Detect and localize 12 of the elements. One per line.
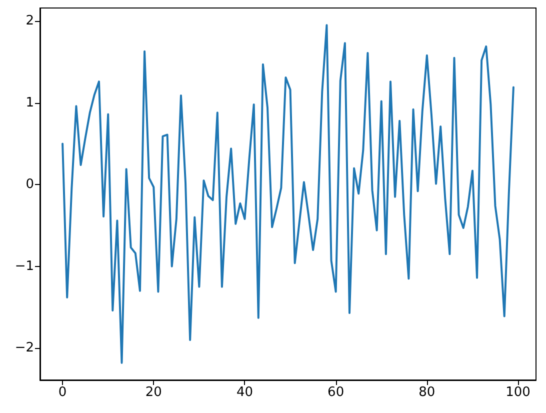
- x-tick-label: 60: [328, 385, 344, 400]
- x-tick-label: 100: [506, 385, 530, 400]
- x-tick-label: 80: [418, 385, 436, 400]
- line-series: [62, 24, 514, 364]
- y-tick-label: 0: [26, 177, 34, 192]
- x-tick-label: 20: [145, 385, 162, 400]
- x-tick-label: 0: [58, 385, 67, 400]
- y-tick-label: −2: [14, 340, 34, 356]
- y-tick-label: 2: [26, 14, 34, 29]
- y-tick-label: −1: [14, 258, 34, 274]
- x-tick-label: 40: [236, 385, 254, 400]
- y-tick-label: 1: [26, 95, 34, 110]
